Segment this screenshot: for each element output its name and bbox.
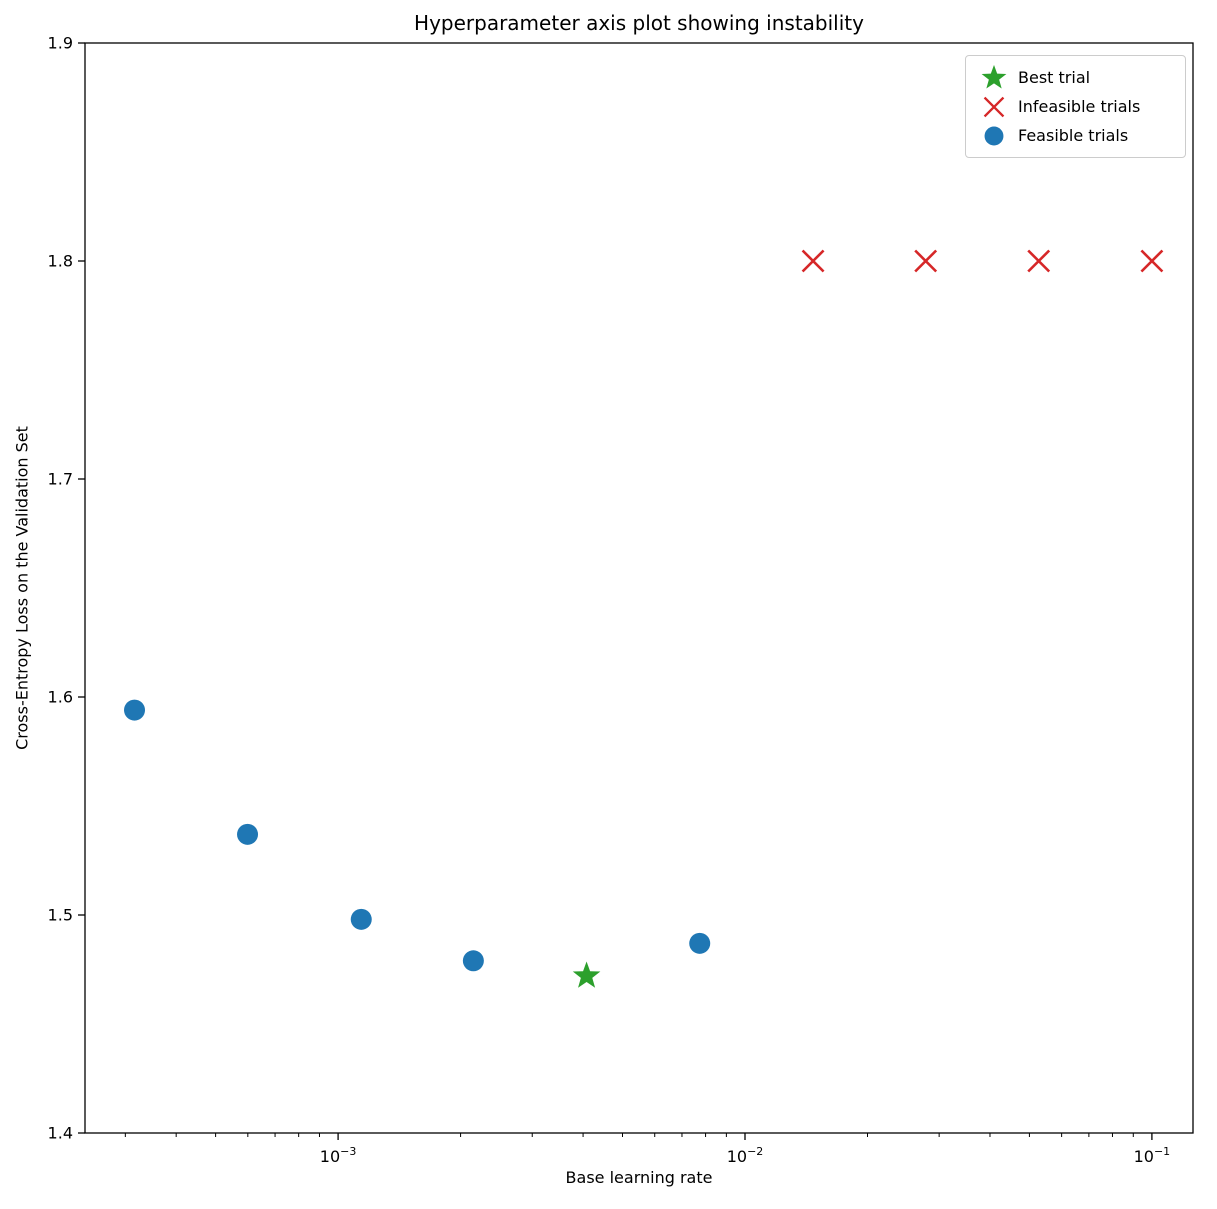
data-point-feasible-trials bbox=[237, 823, 259, 845]
data-point-infeasible-trials bbox=[1140, 249, 1164, 273]
data-point-infeasible-trials bbox=[914, 249, 938, 273]
plot-border bbox=[84, 42, 1194, 1134]
legend-label-infeasible-trials: Infeasible trials bbox=[1018, 97, 1141, 116]
data-point-feasible-trials bbox=[462, 950, 484, 972]
y-tick-label: 1.4 bbox=[48, 1124, 73, 1143]
y-tick-label: 1.8 bbox=[48, 252, 73, 271]
x-tick-label: 10−2 bbox=[727, 1145, 764, 1166]
data-point-feasible-trials bbox=[124, 699, 146, 721]
x-axis-label: Base learning rate bbox=[565, 1168, 713, 1187]
legend-item-best-trial: Best trial bbox=[976, 63, 1175, 92]
y-tick-label: 1.6 bbox=[48, 688, 73, 707]
chart-title: Hyperparameter axis plot showing instabi… bbox=[414, 11, 864, 35]
data-point-feasible-trials bbox=[689, 932, 711, 954]
y-tick-label: 1.5 bbox=[48, 906, 73, 925]
legend-item-feasible-trials: Feasible trials bbox=[976, 121, 1175, 150]
legend-label-best-trial: Best trial bbox=[1018, 68, 1091, 87]
y-tick-label: 1.7 bbox=[48, 470, 73, 489]
x-marker-icon bbox=[983, 96, 1005, 117]
y-axis-label: Cross-Entropy Loss on the Validation Set bbox=[12, 426, 32, 750]
legend-marker-infeasible-trials bbox=[983, 96, 1005, 117]
x-tick-label: 10−3 bbox=[320, 1145, 357, 1166]
legend-marker-feasible-trials bbox=[984, 126, 1004, 145]
circle-marker-icon bbox=[984, 126, 1004, 145]
data-point-feasible-trials bbox=[350, 908, 372, 930]
legend: Best trial Infeasible trials Feasible tr… bbox=[965, 55, 1186, 158]
legend-label-feasible-trials: Feasible trials bbox=[1018, 126, 1129, 145]
data-point-best-trial bbox=[572, 961, 601, 988]
legend-item-infeasible-trials: Infeasible trials bbox=[976, 92, 1175, 121]
legend-marker-best-trial bbox=[981, 64, 1007, 89]
data-point-infeasible-trials bbox=[801, 249, 825, 273]
x-tick-label: 10−1 bbox=[1134, 1145, 1171, 1166]
star-icon bbox=[981, 64, 1007, 89]
y-tick-label: 1.9 bbox=[48, 34, 73, 53]
data-point-infeasible-trials bbox=[1027, 249, 1051, 273]
